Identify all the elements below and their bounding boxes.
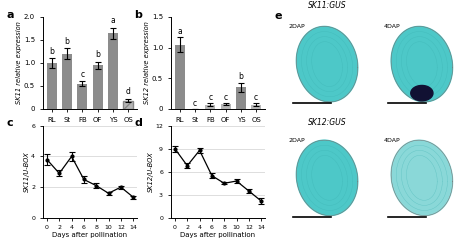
Y-axis label: SK12 relative expression: SK12 relative expression <box>144 22 150 104</box>
Bar <box>47 63 57 109</box>
Bar <box>108 33 118 109</box>
Text: a: a <box>178 27 182 36</box>
Text: b: b <box>95 50 100 59</box>
Y-axis label: SK11/U-BOX: SK11/U-BOX <box>24 151 30 192</box>
Text: c: c <box>209 93 212 102</box>
Text: b: b <box>65 37 70 46</box>
Text: c: c <box>193 99 197 108</box>
Bar <box>123 101 133 109</box>
Text: SK12:GUS: SK12:GUS <box>308 118 346 127</box>
Text: c: c <box>254 93 258 102</box>
Text: b: b <box>238 72 243 81</box>
Y-axis label: SK11 relative expression: SK11 relative expression <box>16 22 22 104</box>
Bar <box>236 87 246 109</box>
Polygon shape <box>296 26 358 102</box>
Y-axis label: SK12/U-BOX: SK12/U-BOX <box>148 151 154 192</box>
Bar <box>93 65 103 109</box>
X-axis label: Days after pollination: Days after pollination <box>181 232 255 238</box>
X-axis label: Days after pollination: Days after pollination <box>53 232 128 238</box>
Bar <box>221 104 231 109</box>
Text: c: c <box>7 119 13 129</box>
Text: b: b <box>135 10 143 20</box>
Text: b: b <box>49 47 55 56</box>
Bar <box>205 105 215 109</box>
Polygon shape <box>296 140 358 216</box>
Bar <box>62 54 72 109</box>
Bar <box>251 105 261 109</box>
Text: 2DAP: 2DAP <box>289 138 305 143</box>
Polygon shape <box>391 140 453 216</box>
Text: e: e <box>274 11 282 21</box>
Polygon shape <box>391 26 453 102</box>
Text: SK11:GUS: SK11:GUS <box>308 1 346 10</box>
Text: 4DAP: 4DAP <box>383 138 400 143</box>
Text: d: d <box>126 88 131 97</box>
Text: d: d <box>135 119 143 129</box>
Bar <box>77 83 87 109</box>
Text: c: c <box>81 70 84 79</box>
Text: 2DAP: 2DAP <box>289 24 305 29</box>
Bar <box>175 45 185 109</box>
Text: a: a <box>7 10 14 20</box>
Text: c: c <box>224 92 228 102</box>
Text: a: a <box>110 16 115 25</box>
Text: 4DAP: 4DAP <box>383 24 400 29</box>
Polygon shape <box>411 85 433 101</box>
